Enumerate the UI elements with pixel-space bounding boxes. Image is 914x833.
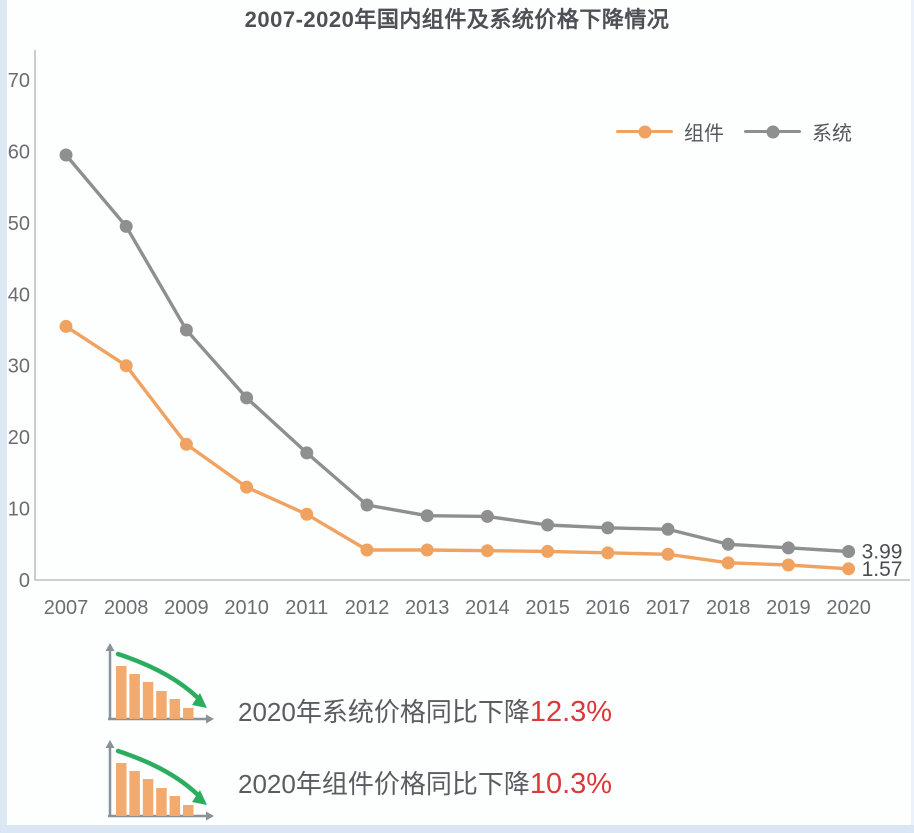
annotation-module-percent: 10.3% xyxy=(529,768,613,800)
annotation-system-percent: 12.3% xyxy=(529,696,613,728)
x-axis-tick-labels: 2007 2008 2009 2010 2011 2012 2013 2014 2015 2016… xyxy=(44,597,871,619)
x-tick-label: 2008 xyxy=(104,597,149,619)
data-point-module xyxy=(842,562,856,576)
data-point-module xyxy=(300,507,314,521)
data-point-module xyxy=(781,558,795,572)
x-tick-label: 2009 xyxy=(164,597,209,619)
x-tick-label: 2016 xyxy=(586,597,631,619)
data-point-system xyxy=(119,219,133,233)
y-tick-label: 30 xyxy=(8,356,30,378)
x-tick-label: 2010 xyxy=(224,597,269,619)
series-module: 1.57 xyxy=(59,319,903,581)
legend-dot-system xyxy=(766,125,779,138)
y-tick-label: 10 xyxy=(8,499,30,521)
end-value-label-module: 1.57 xyxy=(862,558,903,581)
data-point-system xyxy=(420,509,434,523)
chart-legend: 组件 系统 xyxy=(616,117,852,146)
x-tick-label: 2011 xyxy=(285,597,328,619)
legend-item-system: 系统 xyxy=(744,117,852,146)
x-tick-label: 2014 xyxy=(465,597,510,619)
data-point-system xyxy=(842,544,856,558)
data-point-module xyxy=(661,547,675,561)
x-tick-label: 2013 xyxy=(405,597,450,619)
data-point-module xyxy=(240,480,254,494)
series-system: 3.99 xyxy=(59,148,903,563)
legend-line-system xyxy=(744,125,801,138)
legend-item-module: 组件 xyxy=(616,117,724,146)
data-point-module xyxy=(541,544,555,558)
data-point-module xyxy=(480,544,494,558)
data-point-system xyxy=(300,446,314,460)
legend-label-module: 组件 xyxy=(684,123,724,145)
y-tick-label: 0 xyxy=(19,570,30,592)
legend-dot-module xyxy=(638,125,651,138)
y-axis-tick-labels: 0 10 20 30 40 50 60 70 xyxy=(8,70,30,592)
data-point-system xyxy=(541,518,555,532)
x-tick-label: 2017 xyxy=(646,597,691,619)
series-module-line xyxy=(64,324,851,571)
data-point-module xyxy=(179,437,193,451)
annotation-system-decline: 2020年系统价格同比下降12.3% xyxy=(238,692,612,729)
x-tick-label: 2018 xyxy=(706,597,751,619)
data-point-system xyxy=(661,522,675,536)
data-point-system xyxy=(480,509,494,523)
annotation-system-text: 2020年系统价格同比下降 xyxy=(238,697,530,727)
page-edge-bottom xyxy=(0,825,914,833)
data-point-system xyxy=(59,148,73,162)
x-tick-label: 2019 xyxy=(766,597,811,619)
annotation-module-text: 2020年组件价格同比下降 xyxy=(238,769,530,799)
declining-bar-chart-icon xyxy=(105,643,214,724)
x-tick-label: 2020 xyxy=(826,597,871,619)
annotation-module-decline: 2020年组件价格同比下降10.3% xyxy=(238,764,612,801)
data-point-system xyxy=(360,498,374,512)
data-point-system xyxy=(601,521,615,535)
y-tick-label: 70 xyxy=(8,70,30,92)
y-tick-label: 60 xyxy=(8,141,30,163)
data-point-system xyxy=(240,391,254,405)
data-point-module xyxy=(601,546,615,560)
data-point-module xyxy=(360,543,374,557)
legend-label-system: 系统 xyxy=(812,123,852,145)
data-point-module xyxy=(119,359,133,373)
data-point-system xyxy=(781,541,795,555)
x-tick-label: 2007 xyxy=(44,597,89,619)
end-value-label-system: 3.99 xyxy=(862,540,903,563)
chart-title: 2007-2020年国内组件及系统价格下降情况 xyxy=(244,7,670,32)
y-tick-label: 20 xyxy=(8,427,30,449)
chart-axes xyxy=(34,50,910,581)
data-point-system xyxy=(721,537,735,551)
page-edge-left xyxy=(0,0,7,833)
x-tick-label: 2015 xyxy=(525,597,570,619)
data-point-module xyxy=(420,543,434,557)
page-edge-right xyxy=(911,0,914,833)
data-point-module xyxy=(59,319,73,333)
declining-bar-chart-icon xyxy=(105,740,214,821)
data-point-system xyxy=(179,323,193,337)
legend-line-module xyxy=(616,125,673,138)
x-tick-label: 2012 xyxy=(345,597,390,619)
data-point-module xyxy=(721,556,735,570)
y-tick-label: 50 xyxy=(8,213,30,235)
series-system-line xyxy=(64,153,851,554)
y-tick-label: 40 xyxy=(8,284,30,306)
